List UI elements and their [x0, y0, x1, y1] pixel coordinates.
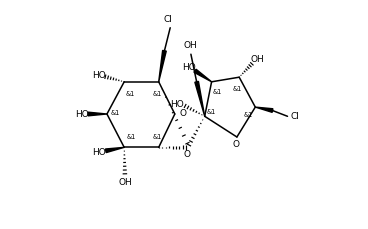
- Text: O: O: [183, 149, 190, 158]
- Text: HO: HO: [170, 100, 184, 109]
- Text: &1: &1: [127, 134, 136, 140]
- Text: &1: &1: [213, 88, 222, 94]
- Text: OH: OH: [118, 177, 132, 186]
- Polygon shape: [159, 51, 166, 82]
- Text: &1: &1: [233, 85, 242, 91]
- Text: &1: &1: [111, 109, 120, 115]
- Polygon shape: [106, 148, 124, 153]
- Polygon shape: [255, 108, 273, 113]
- Text: OH: OH: [184, 41, 197, 50]
- Text: HO: HO: [182, 63, 195, 72]
- Text: &1: &1: [152, 134, 162, 140]
- Polygon shape: [194, 70, 212, 82]
- Text: &1: &1: [126, 91, 135, 97]
- Polygon shape: [195, 82, 205, 117]
- Text: HO: HO: [92, 71, 106, 80]
- Text: &1: &1: [206, 108, 216, 114]
- Text: HO: HO: [92, 148, 106, 157]
- Text: &1: &1: [152, 91, 162, 97]
- Text: Cl: Cl: [163, 14, 172, 24]
- Text: &1: &1: [244, 112, 253, 117]
- Polygon shape: [88, 113, 107, 116]
- Text: Cl: Cl: [290, 111, 299, 120]
- Text: HO: HO: [75, 109, 89, 118]
- Text: O: O: [232, 140, 239, 149]
- Text: OH: OH: [251, 55, 265, 64]
- Text: O: O: [179, 108, 187, 117]
